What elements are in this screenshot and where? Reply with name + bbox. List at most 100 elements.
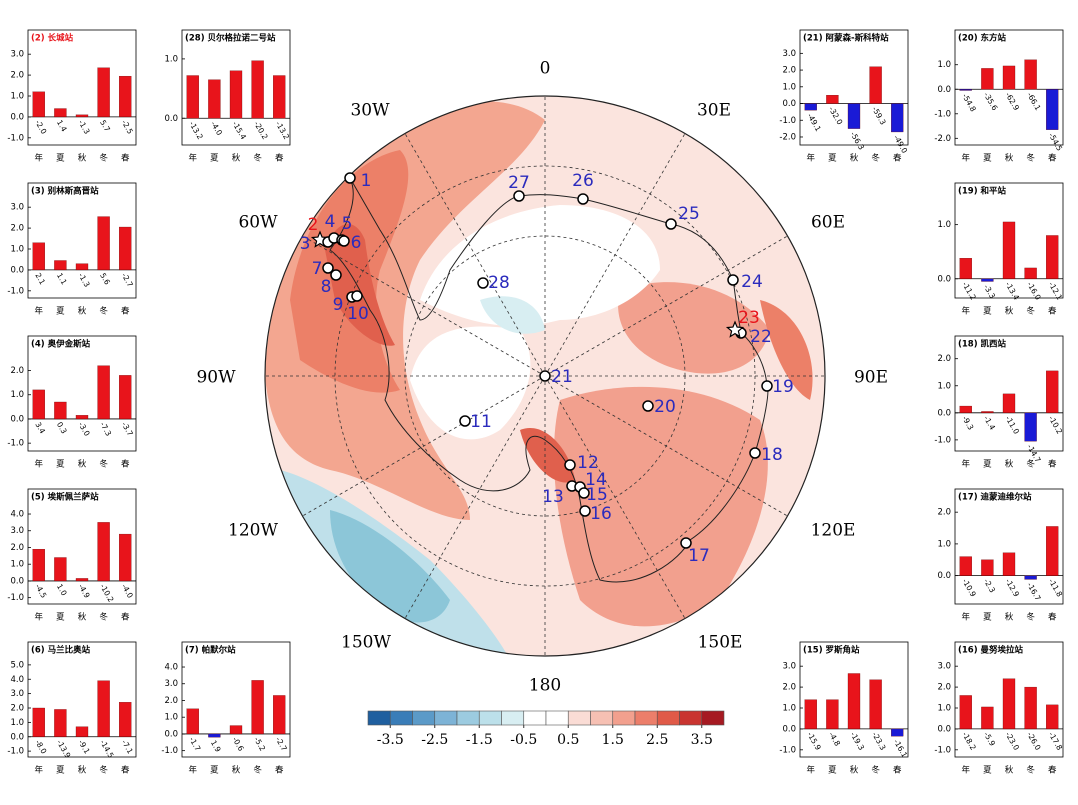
y-tick-label: 1.0 — [937, 539, 951, 549]
x-tick-label: 冬 — [1026, 306, 1035, 317]
meridian-label: 60W — [238, 213, 278, 233]
bar — [54, 709, 67, 737]
x-tick-label: 冬 — [253, 153, 262, 164]
x-tick-label: 秋 — [232, 153, 241, 164]
bar — [97, 522, 110, 582]
x-tick-label: 秋 — [1005, 306, 1014, 317]
y-tick-label: 2.0 — [10, 224, 24, 234]
bar — [981, 68, 994, 90]
meridian — [544, 375, 686, 619]
bar-chart: (2) 长城站 -1.0 0.0 1.0 2.0 3.0 -2.0 年 1.4 夏 -1.3 秋 5.7… — [7, 29, 137, 164]
value-label: -59.3 — [870, 105, 888, 127]
station-label: 5 — [342, 214, 353, 234]
value-label: -13.2 — [187, 120, 205, 142]
value-label: -1.4 — [982, 414, 997, 431]
station-marker — [344, 172, 356, 184]
meridian-label: 150E — [698, 633, 743, 653]
x-tick-label: 春 — [121, 459, 130, 470]
colorbar-cell — [367, 710, 391, 726]
x-tick-label: 冬 — [871, 765, 880, 776]
value-label: -4.8 — [827, 730, 842, 747]
y-tick-label: -1.0 — [7, 439, 24, 449]
y-tick-label: 2.0 — [937, 683, 951, 693]
chart-title: (21) 阿蒙森-斯科特站 — [803, 33, 889, 44]
station-label: 6 — [351, 233, 362, 253]
y-tick-label: 3.0 — [782, 662, 796, 672]
bar — [1046, 704, 1059, 730]
y-tick-label: 0.0 — [937, 274, 951, 284]
bar — [959, 695, 972, 730]
bar — [959, 556, 972, 576]
colorbar-cell — [456, 710, 480, 726]
colorbar-cell — [567, 710, 591, 726]
bar — [1046, 89, 1059, 130]
x-tick-label: 夏 — [56, 154, 65, 164]
value-label: -56.3 — [849, 130, 867, 152]
bar-chart: (17) 迪蒙迪维尔站 0.0 1.0 2.0 -10.9 年 -2.3 夏 -12.9 秋 -16… — [937, 488, 1064, 623]
station-label: 27 — [508, 173, 530, 193]
value-label: -1.3 — [77, 118, 92, 135]
y-tick-label: 0.0 — [937, 571, 951, 581]
x-tick-label: 秋 — [850, 153, 859, 164]
meridian-label: 150W — [341, 633, 391, 653]
colorbar-cell — [523, 710, 547, 726]
x-tick-label: 春 — [275, 765, 284, 776]
value-label: -20.2 — [252, 120, 270, 142]
value-label: -23.3 — [870, 730, 888, 752]
bar — [251, 680, 264, 735]
plot-frame — [27, 488, 137, 605]
y-tick-label: 1.0 — [782, 82, 796, 92]
station-marker — [577, 193, 589, 205]
x-tick-label: 夏 — [983, 613, 992, 623]
colorbar-cell — [612, 710, 636, 726]
y-tick-label: 2.0 — [782, 66, 796, 76]
x-tick-label: 春 — [1048, 153, 1057, 164]
bar — [208, 79, 221, 119]
y-tick-label: 2.0 — [10, 543, 24, 553]
bar — [1046, 370, 1059, 413]
y-tick-label: 2.0 — [10, 71, 24, 81]
chart-title: (18) 凯西站 — [958, 339, 1007, 350]
x-tick-label: 春 — [893, 153, 902, 164]
station-marker — [513, 190, 525, 202]
bar — [891, 728, 904, 737]
bar — [119, 533, 132, 582]
x-tick-label: 年 — [35, 153, 44, 164]
chart-title: (2) 长城站 — [31, 33, 74, 44]
y-tick-label: 3.0 — [937, 662, 951, 672]
y-tick-label: -1.0 — [779, 116, 796, 126]
chart-title: (20) 东方站 — [958, 33, 1007, 44]
value-label: -12.1 — [1047, 280, 1065, 302]
station-marker — [725, 320, 745, 338]
bar-chart: (18) 凯西站-1.00.01.02.0-9.3年-1.4夏-11.0秋-14… — [934, 335, 1064, 470]
bar — [75, 415, 89, 420]
bar — [75, 263, 89, 271]
x-tick-label: 年 — [189, 153, 198, 164]
x-tick-label: 年 — [807, 153, 816, 164]
bar — [251, 60, 264, 119]
bar — [1002, 552, 1016, 576]
x-tick-label: 冬 — [99, 306, 108, 317]
chart-title: (15) 罗斯角站 — [803, 645, 860, 656]
plot-frame — [799, 29, 909, 146]
station-marker — [680, 537, 692, 549]
chart-title: (4) 奥伊金斯站 — [31, 339, 91, 350]
value-label: -13.4 — [1004, 280, 1022, 302]
bar-chart: (28) 贝尔格拉诺二号站 0.0 1.0 -13.2 年 -4.0 夏 -15.4 秋 -20.… — [164, 29, 291, 164]
bar — [32, 548, 45, 582]
bar — [804, 699, 817, 730]
bar — [1002, 393, 1016, 413]
x-tick-label: 冬 — [253, 765, 262, 776]
bar-chart: (4) 奥伊金斯站 -1.0 0.0 1.0 2.0 3.4 年 0.3 夏 -3.0 秋 -7.3 冬… — [7, 335, 137, 470]
station-label: 3 — [300, 234, 311, 254]
bar — [981, 411, 994, 413]
colorbar-cell — [634, 710, 658, 726]
bar — [32, 242, 45, 271]
colorbar-tick-label: 3.5 — [691, 732, 713, 748]
colorbar-cell — [545, 710, 569, 726]
station-label: 21 — [551, 367, 573, 387]
value-label: -7.1 — [120, 738, 135, 755]
station-label: 24 — [741, 272, 763, 292]
bar — [869, 679, 882, 730]
